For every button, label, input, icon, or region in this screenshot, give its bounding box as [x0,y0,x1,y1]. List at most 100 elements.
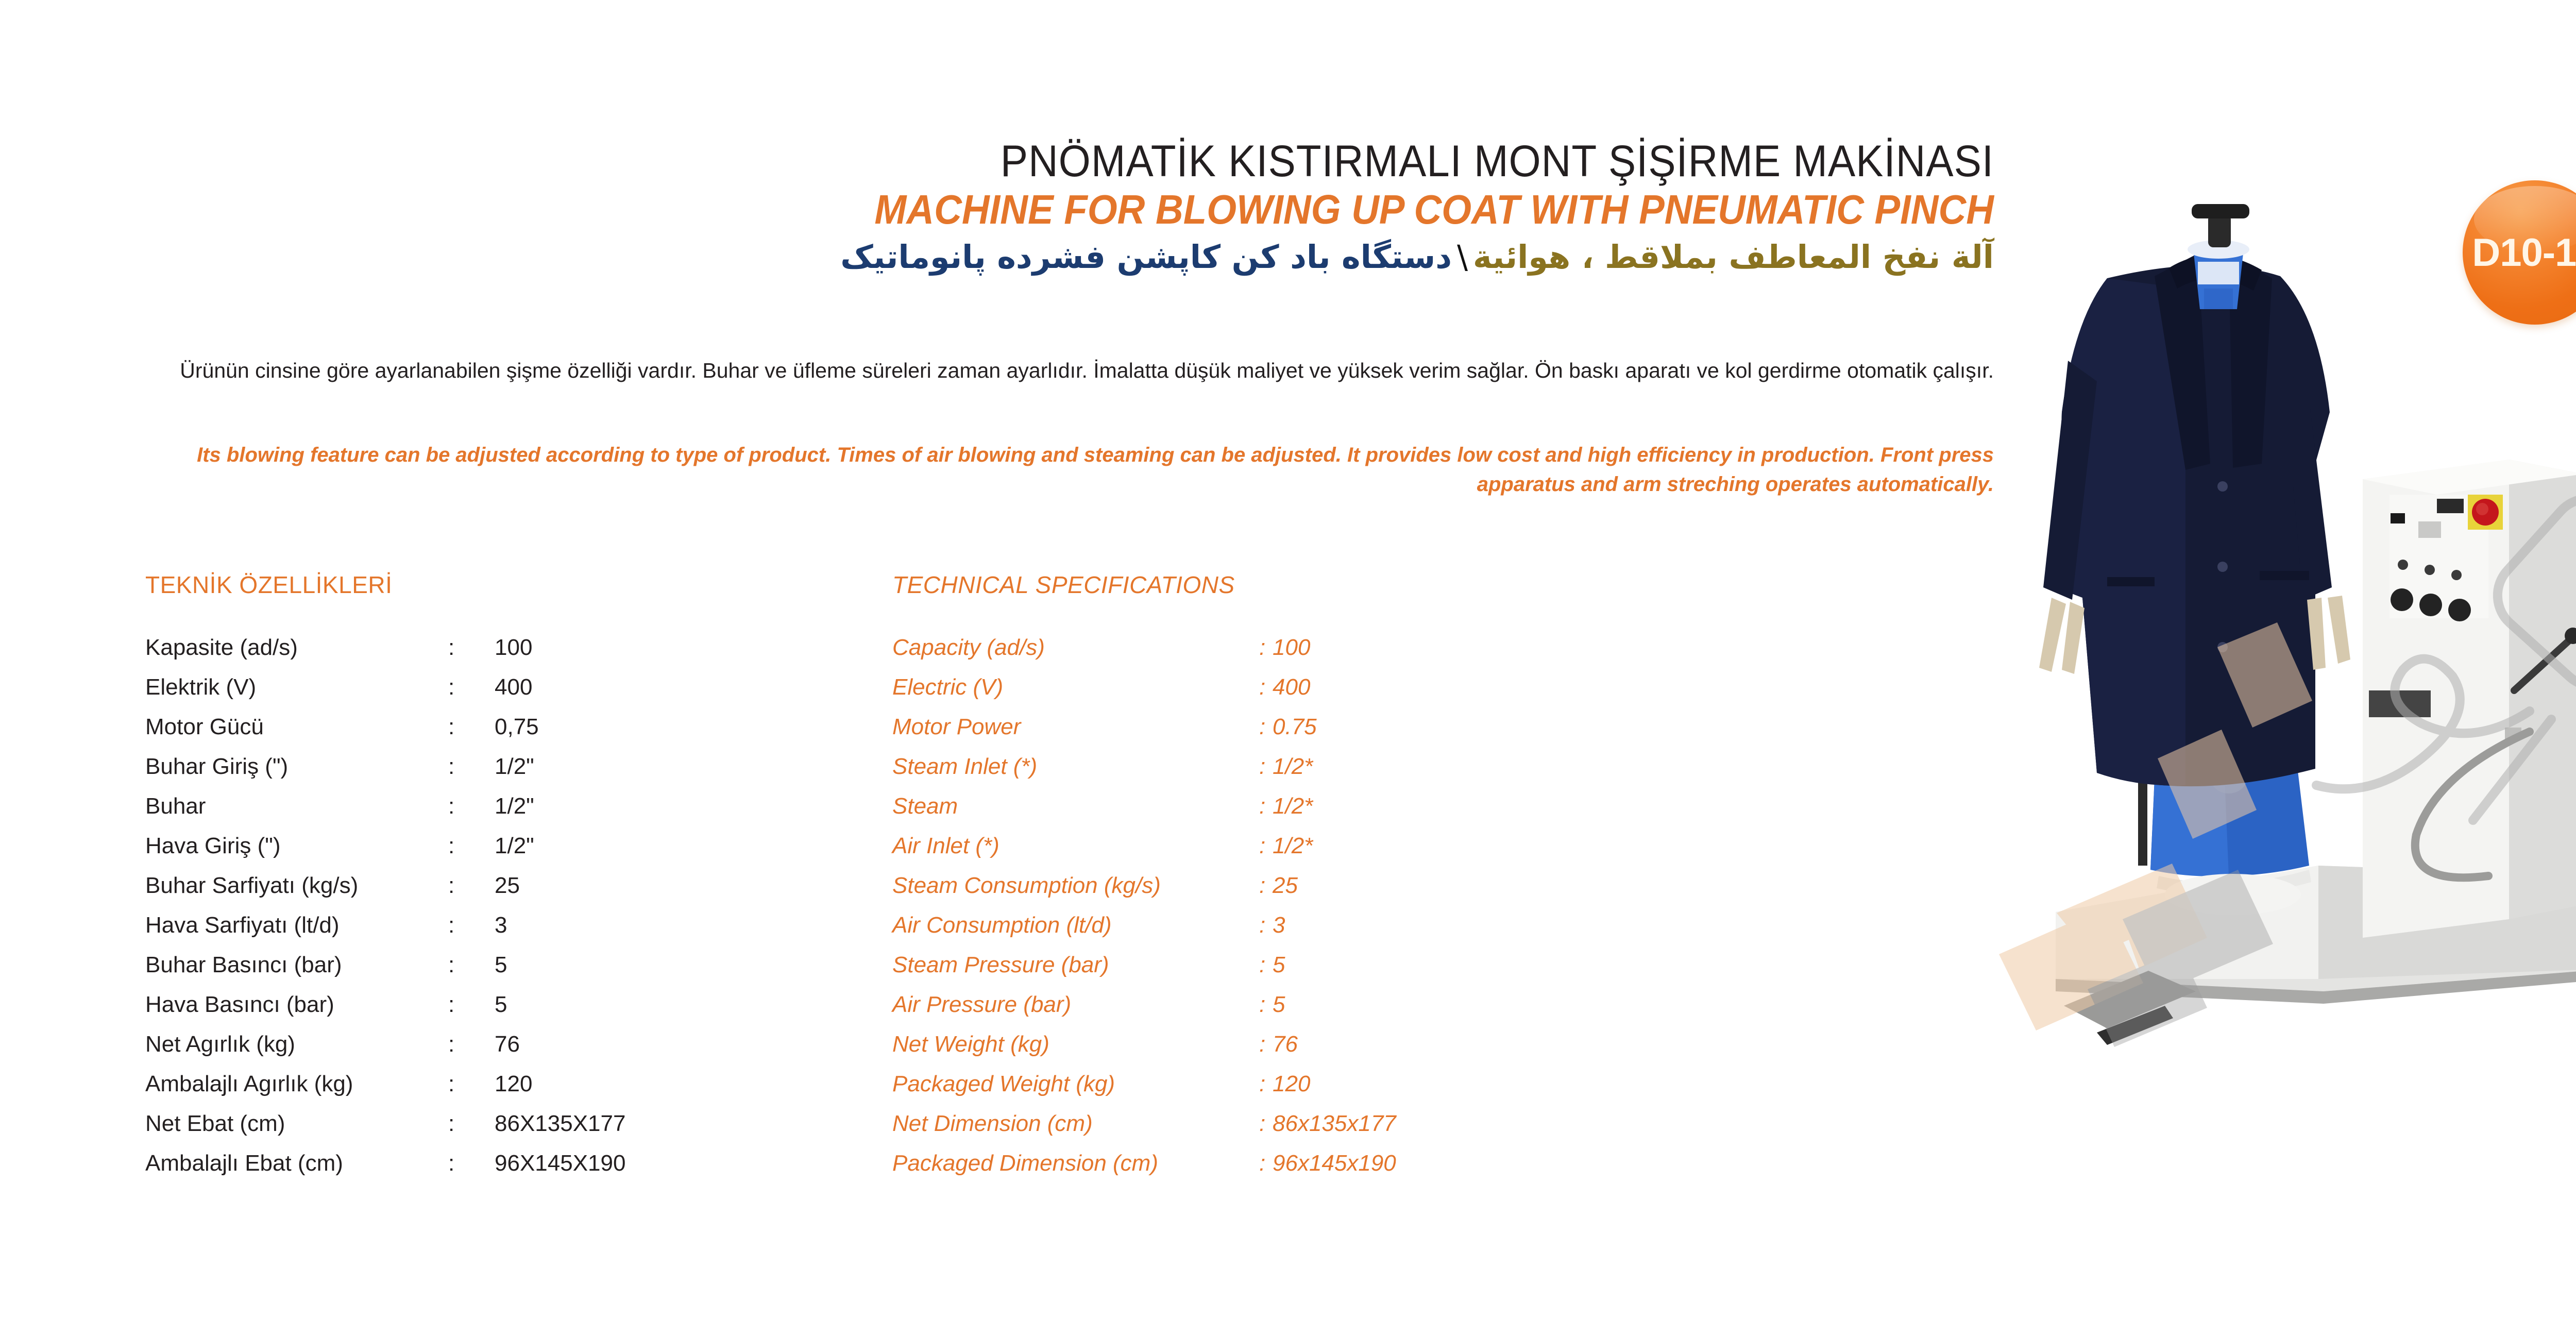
control-knob-icon [2448,599,2471,621]
spec-label: Ambalajlı Ebat (cm) [145,1151,343,1176]
spec-label: Electric (V) [892,674,1004,700]
specs-heading-english: TECHNICAL SPECIFICATIONS [892,571,1235,598]
spec-separator: : [1259,1151,1266,1176]
page-title-arabic: آلة نفخ المعاطف بملاقط ، هوائية [1472,238,1994,276]
page-title-english: MACHINE FOR BLOWING UP COAT WITH PNEUMAT… [874,187,1994,232]
spec-value: 25 [1273,873,1298,898]
spec-row: Steam Inlet (*):1/2* [892,747,1396,786]
spec-row: Packaged Dimension (cm):96x145x190 [892,1143,1396,1183]
spec-value: 3 [1273,912,1285,938]
spec-value: 25 [495,873,520,898]
spec-row: Buhar Basıncı (bar): 5 [145,945,625,985]
spec-row: Electric (V):400 [892,667,1396,707]
spec-row: Buhar Giriş ("): 1/2" [145,747,625,786]
spec-label: Net Agırlık (kg) [145,1032,295,1057]
spec-value: 400 [1273,674,1311,700]
spec-label: Hava Basıncı (bar) [145,992,334,1017]
spec-row: Air Consumption (lt/d):3 [892,905,1396,945]
spec-row: Buhar: 1/2" [145,786,625,826]
product-code-badge: D10-13 [2463,180,2576,325]
spec-label: Buhar Sarfiyatı (kg/s) [145,873,359,898]
spec-value: 1/2* [1273,754,1313,779]
spec-row: Motor Gücü: 0,75 [145,707,625,747]
spec-row: Steam Pressure (bar):5 [892,945,1396,985]
spec-separator: : [448,992,455,1017]
spec-label: Buhar [145,793,206,819]
spec-label: Elektrik (V) [145,674,257,700]
spec-separator: : [1259,793,1266,819]
spec-label: Buhar Basıncı (bar) [145,952,342,977]
spec-label: Net Ebat (cm) [145,1111,285,1136]
spec-separator: : [448,833,455,858]
spec-separator: : [1259,833,1266,858]
spec-row: Net Dimension (cm):86x135x177 [892,1104,1396,1143]
spec-label: Air Inlet (*) [892,833,999,858]
machine-cabinet-icon [2363,460,2576,938]
spec-row: Ambalajlı Ebat (cm): 96X145X190 [145,1143,625,1183]
spec-separator: : [448,754,455,779]
spec-separator: : [448,1111,455,1136]
product-photo [1953,155,2576,1061]
spec-separator: : [1259,754,1266,779]
spec-label: Packaged Weight (kg) [892,1071,1115,1096]
spec-label: Steam Inlet (*) [892,754,1038,779]
spec-row: Ambalajlı Agırlık (kg): 120 [145,1064,625,1104]
emergency-stop-icon [2468,495,2503,530]
spec-label: Motor Power [892,714,1021,739]
spec-value: 1/2* [1273,833,1313,858]
spec-value: 5 [495,992,507,1017]
spec-label: Hava Giriş (") [145,833,281,858]
spec-separator: : [448,952,455,977]
spec-value: 5 [1273,952,1285,977]
spec-value: 3 [495,912,507,938]
control-knob-icon [2391,588,2413,611]
dummy-neck-icon [2188,204,2249,309]
spec-row: Hava Basıncı (bar): 5 [145,985,625,1024]
spec-separator: : [448,1071,455,1096]
spec-value: 86X135X177 [495,1111,626,1136]
page-title-turkish: PNÖMATİK KISTIRMALI MONT ŞİŞİRME MAKİNAS… [1000,137,1994,186]
spec-row: Air Inlet (*):1/2* [892,826,1396,866]
spec-value: 5 [1273,992,1285,1017]
spec-row: Air Pressure (bar):5 [892,985,1396,1024]
spec-value: 100 [495,635,533,660]
spec-row: Packaged Weight (kg):120 [892,1064,1396,1104]
specs-table-english: Capacity (ad/s):100 Electric (V):400 Motor… [892,628,1396,1183]
switch-icon [2391,513,2405,523]
specs-table-turkish: Kapasite (ad/s): 100 Elektrik (V): 400 Motor… [145,628,625,1183]
indicator-lamp-icon [2398,560,2408,570]
spec-value: 120 [1273,1071,1311,1096]
spec-label: Buhar Giriş (") [145,754,289,779]
spec-row: Elektrik (V): 400 [145,667,625,707]
spec-label: Motor Gücü [145,714,264,739]
title-separator: \ [1457,238,1468,276]
spec-row: Steam Consumption (kg/s):25 [892,866,1396,905]
header-title-block: PNÖMATİK KISTIRMALI MONT ŞİŞİRME MAKİNAS… [155,139,1994,276]
spec-value: 86x135x177 [1273,1111,1396,1136]
nameplate-icon [2369,690,2431,717]
spec-separator: : [448,674,455,700]
spec-row: Net Weight (kg):76 [892,1024,1396,1064]
spec-separator: : [448,793,455,819]
control-knob-icon [2419,594,2442,616]
spec-separator: : [1259,1032,1266,1057]
spec-separator: : [1259,952,1266,977]
spec-value: 1/2" [495,833,534,858]
spec-row: Hava Giriş ("): 1/2" [145,826,625,866]
spec-label: Steam Pressure (bar) [892,952,1109,977]
page-title-persian: دستگاه باد کن کاپشن فشرده پانوماتیک [840,238,1452,276]
spec-separator: : [448,912,455,938]
spec-separator: : [1259,873,1266,898]
spec-label: Kapasite (ad/s) [145,635,298,660]
spec-value: 100 [1273,635,1311,660]
spec-value: 0,75 [495,714,539,739]
spec-value: 120 [495,1071,533,1096]
spec-value: 96X145X190 [495,1151,626,1176]
spec-label: Steam Consumption (kg/s) [892,873,1161,898]
spec-row: Steam:1/2* [892,786,1396,826]
spec-separator: : [448,635,455,660]
spec-row: Net Ebat (cm): 86X135X177 [145,1104,625,1143]
spec-row: Kapasite (ad/s): 100 [145,628,625,667]
spec-label: Net Weight (kg) [892,1032,1049,1057]
product-code-label: D10-13 [2472,230,2576,275]
